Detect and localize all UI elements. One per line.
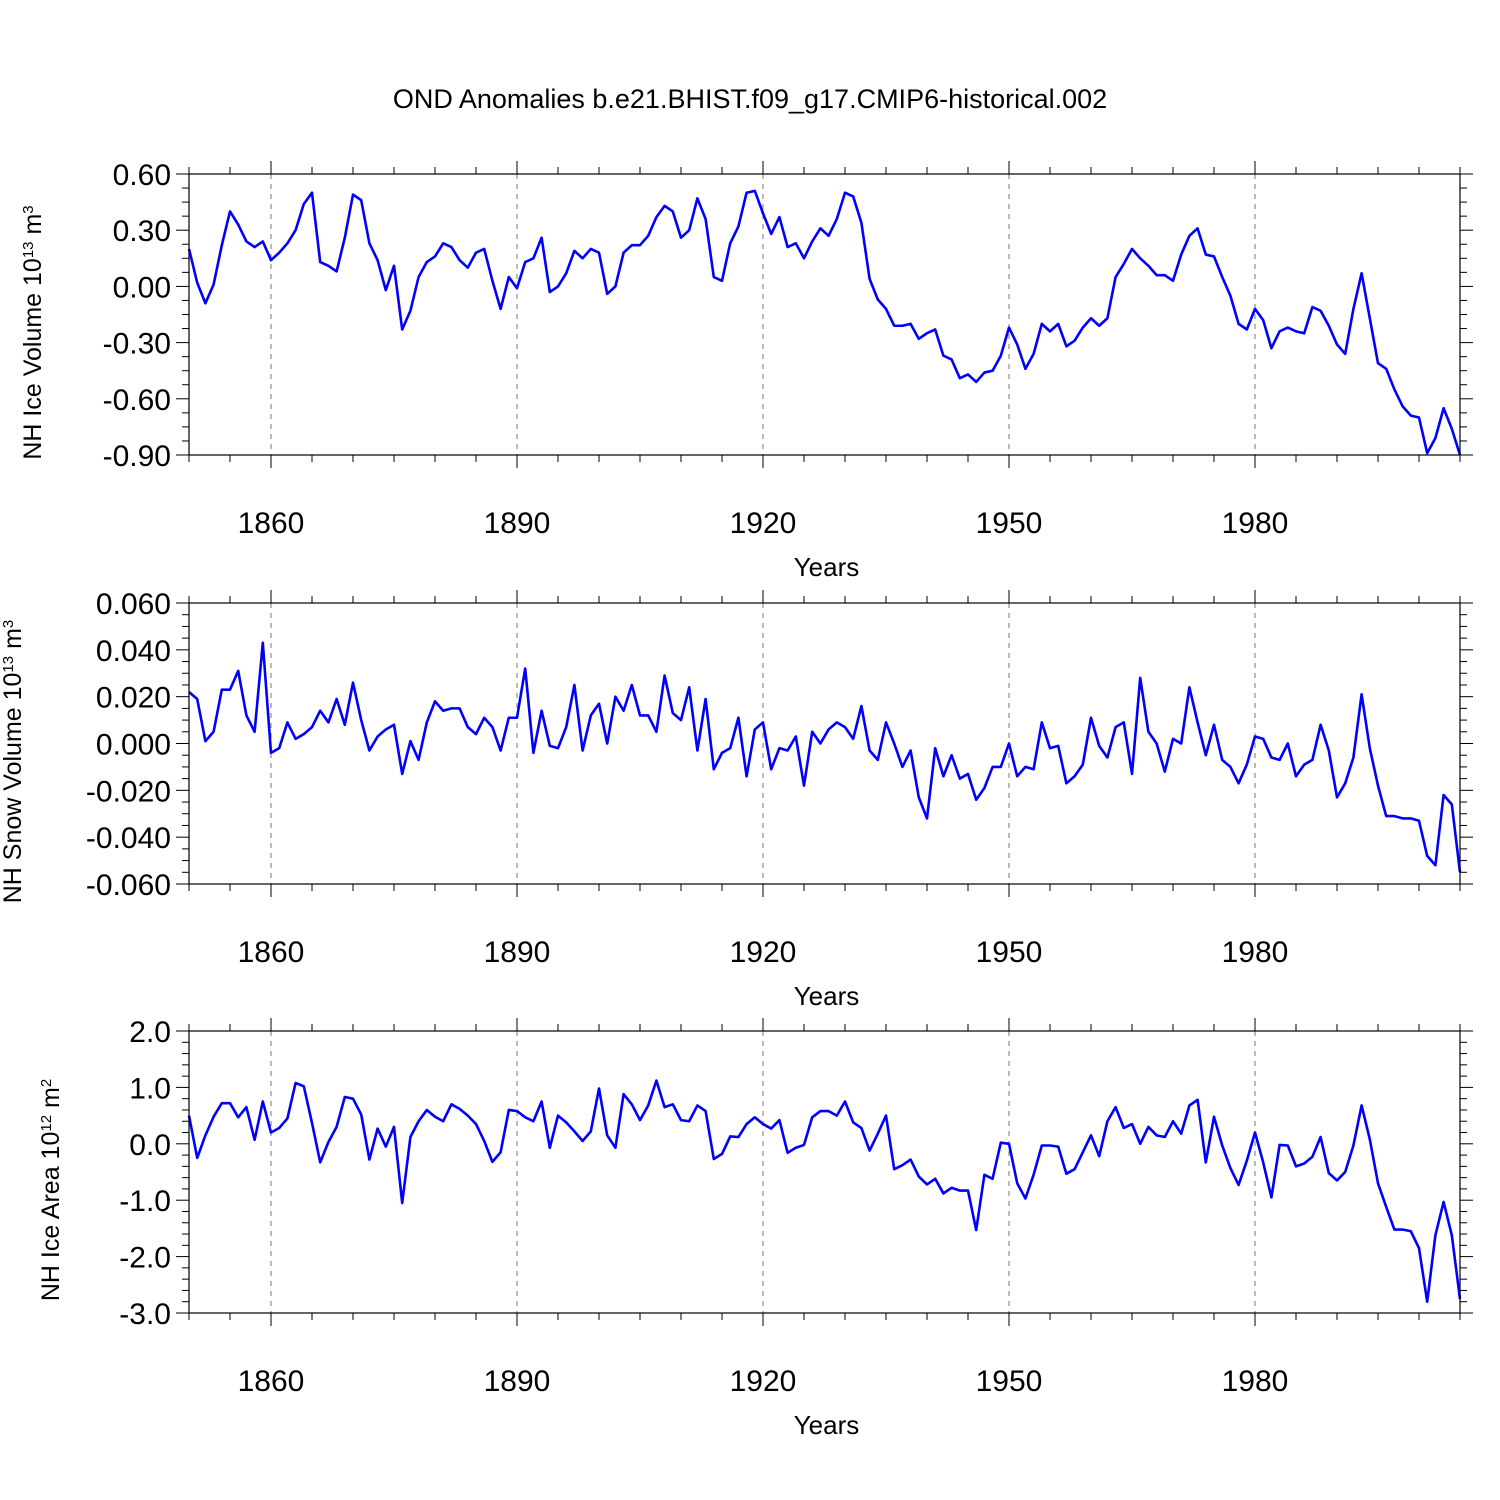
- y-tick-label: 0.60: [113, 159, 171, 192]
- x-tick-label: 1950: [976, 1365, 1043, 1398]
- x-tick-label: 1860: [238, 507, 305, 540]
- series-line: [187, 1079, 1462, 1304]
- y-tick-label: -0.90: [103, 440, 171, 473]
- y-tick-label: 1.0: [129, 1072, 171, 1105]
- y-axis-label: NH Ice Volume 1013 m3: [19, 205, 47, 459]
- x-tick-label: 1860: [238, 936, 305, 969]
- chart-panel-1: 1860 1890 1920 1950 1980 Years -0.90 -0.60 -0.30…: [19, 159, 1473, 582]
- y-tick-label: 0.040: [96, 635, 171, 668]
- x-tick-label: 1920: [730, 507, 797, 540]
- x-tick-label: 1950: [976, 936, 1043, 969]
- y-tick-label: 0.00: [113, 271, 171, 304]
- x-tick-label: 1980: [1222, 936, 1289, 969]
- y-tick-label: -1.0: [119, 1185, 171, 1218]
- x-tick-label: 1920: [730, 1365, 797, 1398]
- x-tick-label: 1980: [1222, 507, 1289, 540]
- x-tick-label: 1920: [730, 936, 797, 969]
- y-tick-label: 0.020: [96, 682, 171, 715]
- x-tick-label: 1950: [976, 507, 1043, 540]
- x-axis-label: Years: [794, 1410, 860, 1440]
- plot-frame: [188, 173, 1461, 456]
- y-tick-label: -0.020: [86, 775, 171, 808]
- y-tick-label: 2.0: [129, 1016, 171, 1049]
- y-tick-label: -0.060: [86, 869, 171, 902]
- y-tick-label: 0.0: [129, 1129, 171, 1162]
- series-line: [187, 189, 1462, 456]
- chart-title: OND Anomalies b.e21.BHIST.f09_g17.CMIP6-…: [392, 84, 1108, 114]
- y-tick-label: -0.60: [103, 384, 171, 417]
- y-tick-label: -2.0: [119, 1242, 171, 1275]
- y-tick-label: 0.000: [96, 729, 171, 762]
- x-axis-label: Years: [794, 981, 860, 1011]
- x-tick-label: 1860: [238, 1365, 305, 1398]
- x-tick-label: 1980: [1222, 1365, 1289, 1398]
- plot-frame: [188, 1030, 1461, 1314]
- y-tick-label: -3.0: [119, 1298, 171, 1331]
- x-tick-label: 1890: [484, 936, 551, 969]
- plot-frame: [188, 602, 1461, 885]
- x-axis-label: Years: [794, 552, 860, 582]
- x-tick-label: 1890: [484, 1365, 551, 1398]
- y-tick-label: 0.30: [113, 215, 171, 248]
- y-tick-label: 0.060: [96, 588, 171, 621]
- chart-panel-3: 1860 1890 1920 1950 1980 Years -3.0 -2.0 -1.0 0.0…: [37, 1016, 1473, 1440]
- y-axis-label: NH Snow Volume 1013 m3: [0, 620, 27, 904]
- y-tick-label: -0.30: [103, 328, 171, 361]
- y-tick-label: -0.040: [86, 822, 171, 855]
- series-line: [188, 641, 1462, 873]
- y-axis-label: NH Ice Area 1012 m2: [37, 1079, 65, 1301]
- chart-panel-2: 1860 1890 1920 1950 1980 Years -0.060 -0.040 -0.…: [0, 588, 1473, 1011]
- x-tick-label: 1890: [484, 507, 551, 540]
